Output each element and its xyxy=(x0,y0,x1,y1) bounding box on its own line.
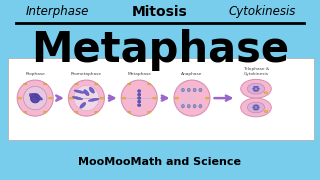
Ellipse shape xyxy=(252,88,255,90)
Circle shape xyxy=(264,92,268,94)
Ellipse shape xyxy=(193,88,196,92)
Ellipse shape xyxy=(138,90,141,93)
Ellipse shape xyxy=(253,90,256,91)
Text: MooMooMath and Science: MooMooMath and Science xyxy=(78,157,242,167)
Circle shape xyxy=(205,97,209,99)
Ellipse shape xyxy=(138,104,141,107)
Ellipse shape xyxy=(30,93,40,103)
Ellipse shape xyxy=(84,90,89,96)
Ellipse shape xyxy=(193,104,196,108)
Ellipse shape xyxy=(253,109,256,110)
Ellipse shape xyxy=(74,90,84,93)
Text: Prophase: Prophase xyxy=(25,72,45,76)
Circle shape xyxy=(128,111,131,113)
Circle shape xyxy=(264,111,268,112)
Ellipse shape xyxy=(32,94,43,100)
Ellipse shape xyxy=(74,86,99,111)
Circle shape xyxy=(24,83,27,85)
Circle shape xyxy=(95,111,98,113)
Ellipse shape xyxy=(241,98,271,117)
Circle shape xyxy=(24,111,27,113)
Circle shape xyxy=(100,97,103,99)
Ellipse shape xyxy=(88,98,99,101)
Text: Metaphase: Metaphase xyxy=(31,29,289,71)
Text: Cytokinesis: Cytokinesis xyxy=(229,5,296,18)
Ellipse shape xyxy=(138,97,141,100)
Ellipse shape xyxy=(80,102,86,108)
Ellipse shape xyxy=(253,105,256,106)
Ellipse shape xyxy=(253,86,256,88)
Ellipse shape xyxy=(257,107,260,108)
Ellipse shape xyxy=(241,79,271,98)
Circle shape xyxy=(75,111,78,113)
Circle shape xyxy=(49,97,52,99)
Text: Interphase: Interphase xyxy=(26,5,89,18)
Ellipse shape xyxy=(247,102,265,113)
Ellipse shape xyxy=(257,88,260,90)
Circle shape xyxy=(95,83,98,85)
Ellipse shape xyxy=(138,100,141,103)
Ellipse shape xyxy=(256,86,259,88)
Ellipse shape xyxy=(31,97,38,103)
Ellipse shape xyxy=(247,83,265,94)
Text: Mitosis: Mitosis xyxy=(132,5,188,19)
Ellipse shape xyxy=(23,86,47,110)
Circle shape xyxy=(122,97,126,99)
Ellipse shape xyxy=(68,80,104,116)
Ellipse shape xyxy=(256,90,259,91)
Ellipse shape xyxy=(174,80,210,116)
Circle shape xyxy=(75,83,78,85)
Ellipse shape xyxy=(72,96,83,100)
Circle shape xyxy=(128,83,131,85)
Ellipse shape xyxy=(89,87,94,93)
Ellipse shape xyxy=(199,104,202,108)
Text: Anaphase: Anaphase xyxy=(181,72,203,76)
Ellipse shape xyxy=(181,88,184,92)
Circle shape xyxy=(44,83,47,85)
Text: Metaphase: Metaphase xyxy=(127,72,151,76)
Ellipse shape xyxy=(256,109,259,110)
Ellipse shape xyxy=(121,80,157,116)
Ellipse shape xyxy=(17,80,53,116)
Text: Telophase &
Cytokinesis: Telophase & Cytokinesis xyxy=(243,67,269,76)
Ellipse shape xyxy=(138,93,141,96)
Circle shape xyxy=(44,111,47,113)
Ellipse shape xyxy=(181,104,184,108)
FancyBboxPatch shape xyxy=(8,58,314,140)
Circle shape xyxy=(175,97,179,99)
Ellipse shape xyxy=(256,105,259,106)
Circle shape xyxy=(153,97,156,99)
Ellipse shape xyxy=(187,88,190,92)
Text: Prometaphase: Prometaphase xyxy=(71,72,102,76)
Ellipse shape xyxy=(252,107,255,108)
Ellipse shape xyxy=(187,104,190,108)
Circle shape xyxy=(69,97,73,99)
Ellipse shape xyxy=(29,93,38,100)
Ellipse shape xyxy=(199,88,202,92)
Circle shape xyxy=(18,97,22,99)
Circle shape xyxy=(148,111,151,113)
Circle shape xyxy=(148,83,151,85)
